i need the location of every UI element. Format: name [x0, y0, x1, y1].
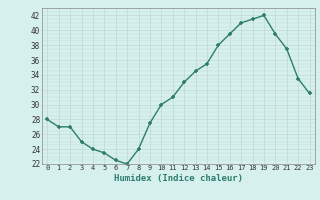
X-axis label: Humidex (Indice chaleur): Humidex (Indice chaleur) [114, 174, 243, 183]
